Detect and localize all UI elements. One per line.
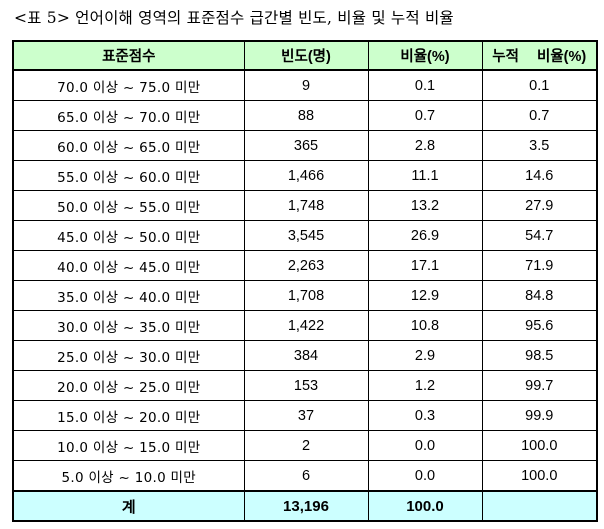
cumulative-ratio-cell: 84.8 xyxy=(481,280,598,311)
ratio-cell: 12.9 xyxy=(367,280,483,311)
ratio-cell: 1.2 xyxy=(367,370,483,401)
table-row: 20.0 이상 ~ 25.0 미만 153 1.2 99.7 xyxy=(12,370,598,401)
ratio-cell: 0.7 xyxy=(367,100,483,131)
ratio-cell: 0.3 xyxy=(367,400,483,431)
score-range-cell: 60.0 이상 ~ 65.0 미만 xyxy=(12,130,245,161)
table-body: 70.0 이상 ~ 75.0 미만 9 0.1 0.1 65.0 이상 ~ 70.0 미… xyxy=(12,69,598,492)
cumulative-ratio-cell: 99.9 xyxy=(481,400,598,431)
frequency-cell: 2 xyxy=(243,430,369,461)
score-range-cell: 30.0 이상 ~ 35.0 미만 xyxy=(12,310,245,341)
table-row: 65.0 이상 ~ 70.0 미만 88 0.7 0.7 xyxy=(12,100,598,131)
cumulative-ratio-cell: 100.0 xyxy=(481,460,598,492)
frequency-cell: 88 xyxy=(243,100,369,131)
cumulative-ratio-cell: 3.5 xyxy=(481,130,598,161)
ratio-cell: 2.9 xyxy=(367,340,483,371)
total-cumulative xyxy=(481,490,598,522)
frequency-cell: 2,263 xyxy=(243,250,369,281)
ratio-cell: 10.8 xyxy=(367,310,483,341)
ratio-cell: 0.0 xyxy=(367,460,483,492)
table-row: 60.0 이상 ~ 65.0 미만 365 2.8 3.5 xyxy=(12,130,598,161)
cumulative-ratio-cell: 71.9 xyxy=(481,250,598,281)
score-range-cell: 55.0 이상 ~ 60.0 미만 xyxy=(12,160,245,191)
cumulative-ratio-cell: 95.6 xyxy=(481,310,598,341)
total-row: 계 13,196 100.0 xyxy=(12,490,598,522)
cumulative-ratio-cell: 99.7 xyxy=(481,370,598,401)
score-range-cell: 70.0 이상 ~ 75.0 미만 xyxy=(12,69,245,101)
table-caption: <표 5> 언어이해 영역의 표준점수 급간별 빈도, 비율 및 누적 비율 xyxy=(14,9,454,27)
frequency-cell: 6 xyxy=(243,460,369,492)
ratio-cell: 0.0 xyxy=(367,430,483,461)
total-frequency: 13,196 xyxy=(243,490,369,522)
frequency-cell: 3,545 xyxy=(243,220,369,251)
score-range-cell: 65.0 이상 ~ 70.0 미만 xyxy=(12,100,245,131)
cumulative-ratio-cell: 98.5 xyxy=(481,340,598,371)
cumulative-ratio-cell: 54.7 xyxy=(481,220,598,251)
cumulative-ratio-cell: 100.0 xyxy=(481,430,598,461)
frequency-cell: 1,748 xyxy=(243,190,369,221)
table-row: 35.0 이상 ~ 40.0 미만 1,708 12.9 84.8 xyxy=(12,280,598,311)
table-row: 15.0 이상 ~ 20.0 미만 37 0.3 99.9 xyxy=(12,400,598,431)
frequency-cell: 37 xyxy=(243,400,369,431)
table-footer: 계 13,196 100.0 xyxy=(12,490,598,522)
frequency-cell: 1,422 xyxy=(243,310,369,341)
frequency-cell: 384 xyxy=(243,340,369,371)
ratio-cell: 17.1 xyxy=(367,250,483,281)
cumulative-ratio-cell: 0.1 xyxy=(481,69,598,101)
score-range-cell: 25.0 이상 ~ 30.0 미만 xyxy=(12,340,245,371)
cumulative-ratio-cell: 27.9 xyxy=(481,190,598,221)
table-header: 표준점수 빈도(명) 비율(%) 누적 비율(%) xyxy=(12,40,598,71)
score-range-cell: 45.0 이상 ~ 50.0 미만 xyxy=(12,220,245,251)
total-label: 계 xyxy=(12,490,245,522)
score-range-cell: 5.0 이상 ~ 10.0 미만 xyxy=(12,460,245,492)
header-frequency: 빈도(명) xyxy=(243,40,369,71)
header-ratio: 비율(%) xyxy=(367,40,483,71)
header-row: 표준점수 빈도(명) 비율(%) 누적 비율(%) xyxy=(12,40,598,71)
frequency-cell: 1,708 xyxy=(243,280,369,311)
ratio-cell: 11.1 xyxy=(367,160,483,191)
header-score: 표준점수 xyxy=(12,40,245,71)
frequency-cell: 1,466 xyxy=(243,160,369,191)
score-range-cell: 10.0 이상 ~ 15.0 미만 xyxy=(12,430,245,461)
ratio-cell: 2.8 xyxy=(367,130,483,161)
table-row: 10.0 이상 ~ 15.0 미만 2 0.0 100.0 xyxy=(12,430,598,461)
frequency-cell: 153 xyxy=(243,370,369,401)
table-row: 50.0 이상 ~ 55.0 미만 1,748 13.2 27.9 xyxy=(12,190,598,221)
frequency-table: 표준점수 빈도(명) 비율(%) 누적 비율(%) 70.0 이상 ~ 75.0… xyxy=(12,40,598,522)
table-row: 45.0 이상 ~ 50.0 미만 3,545 26.9 54.7 xyxy=(12,220,598,251)
table-row: 25.0 이상 ~ 30.0 미만 384 2.9 98.5 xyxy=(12,340,598,371)
table-row: 55.0 이상 ~ 60.0 미만 1,466 11.1 14.6 xyxy=(12,160,598,191)
table-row: 40.0 이상 ~ 45.0 미만 2,263 17.1 71.9 xyxy=(12,250,598,281)
score-range-cell: 20.0 이상 ~ 25.0 미만 xyxy=(12,370,245,401)
table-row: 70.0 이상 ~ 75.0 미만 9 0.1 0.1 xyxy=(12,69,598,101)
score-range-cell: 35.0 이상 ~ 40.0 미만 xyxy=(12,280,245,311)
frequency-cell: 365 xyxy=(243,130,369,161)
cumulative-ratio-cell: 14.6 xyxy=(481,160,598,191)
table-row: 30.0 이상 ~ 35.0 미만 1,422 10.8 95.6 xyxy=(12,310,598,341)
header-cumulative-ratio: 누적 비율(%) xyxy=(481,40,598,71)
ratio-cell: 26.9 xyxy=(367,220,483,251)
cumulative-ratio-cell: 0.7 xyxy=(481,100,598,131)
score-range-cell: 15.0 이상 ~ 20.0 미만 xyxy=(12,400,245,431)
score-range-cell: 50.0 이상 ~ 55.0 미만 xyxy=(12,190,245,221)
total-ratio: 100.0 xyxy=(367,490,483,522)
table-row: 5.0 이상 ~ 10.0 미만 6 0.0 100.0 xyxy=(12,460,598,492)
ratio-cell: 13.2 xyxy=(367,190,483,221)
ratio-cell: 0.1 xyxy=(367,69,483,101)
score-range-cell: 40.0 이상 ~ 45.0 미만 xyxy=(12,250,245,281)
frequency-cell: 9 xyxy=(243,69,369,101)
